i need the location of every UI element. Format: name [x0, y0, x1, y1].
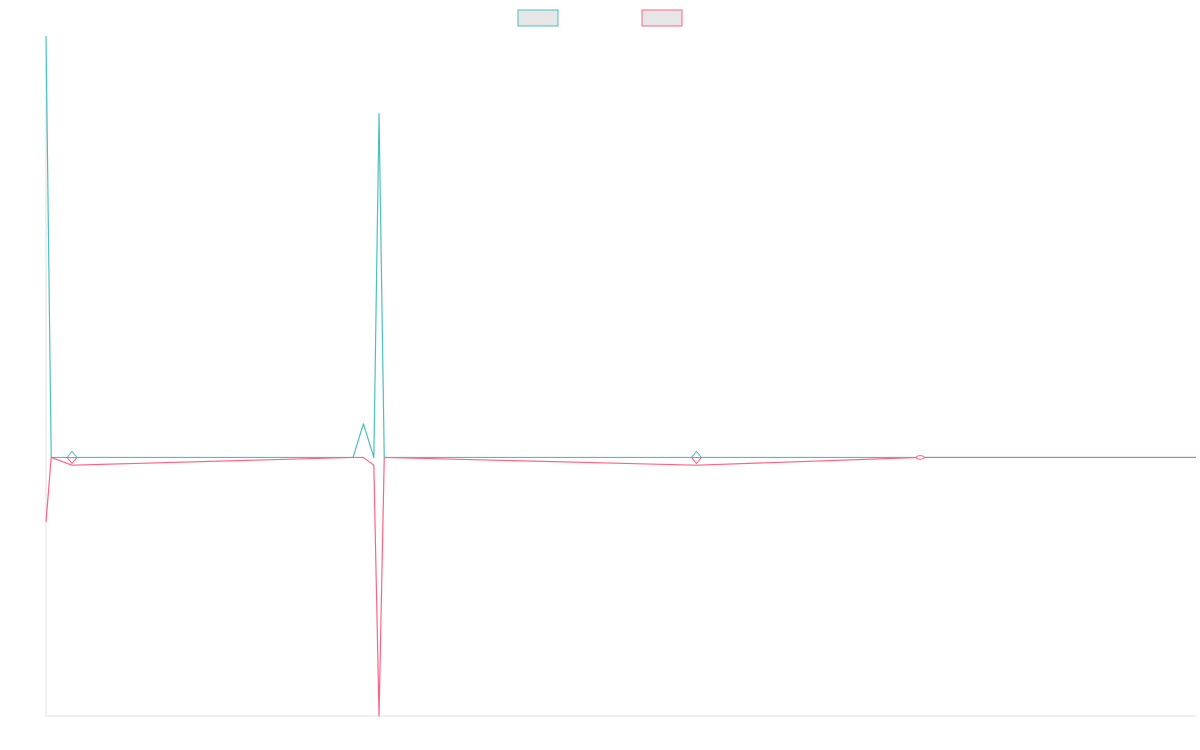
marker-diamond-bottom-1 — [65, 456, 79, 465]
legend-swatch-1[interactable] — [517, 9, 559, 27]
marker-layer — [65, 450, 925, 465]
axes — [45, 36, 1196, 717]
legend[interactable] — [517, 9, 683, 27]
marker-diamond-bottom-2 — [690, 456, 703, 465]
series-layer — [45, 35, 1196, 717]
marker-diamond-top-1 — [65, 450, 79, 458]
marker-ellipse-3 — [915, 455, 925, 460]
marker-diamond-top-2 — [690, 450, 703, 458]
series-line-2 — [45, 456, 1196, 717]
legend-swatch-2[interactable] — [641, 9, 683, 27]
series-line-1 — [45, 35, 1196, 459]
